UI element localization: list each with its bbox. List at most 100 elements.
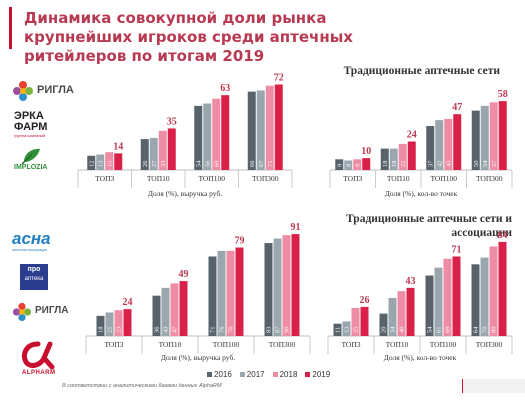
bar-ТОП3-2019 bbox=[362, 158, 371, 170]
data-label: 79 bbox=[235, 236, 245, 247]
data-label: 50 bbox=[473, 161, 480, 168]
tick-label: ТОП300 bbox=[476, 174, 503, 183]
data-label: 10 bbox=[361, 146, 371, 157]
data-label: 12 bbox=[88, 161, 95, 168]
bar-ТОП10-2017 bbox=[149, 137, 158, 170]
data-label: 47 bbox=[452, 102, 462, 113]
bar-ТОП10-2019 bbox=[406, 287, 415, 336]
bar-ТОП300-2017 bbox=[480, 257, 489, 336]
alpharm-logo: ALPHARM bbox=[12, 340, 68, 380]
section-title-bottom: Традиционные аптечные сети и ассоциации bbox=[346, 213, 512, 239]
data-label: 56 bbox=[204, 160, 211, 167]
data-label: 26 bbox=[142, 160, 149, 167]
implozia-leaf-icon bbox=[21, 148, 40, 165]
bar-ТОП3-2016 bbox=[87, 155, 96, 170]
data-label: 66 bbox=[249, 160, 256, 167]
bar-ТОП10-2018 bbox=[397, 291, 406, 336]
tick-label: ТОП10 bbox=[386, 340, 409, 349]
data-label: 8 bbox=[345, 164, 352, 167]
bar-ТОП3-2018 bbox=[114, 310, 123, 336]
bar-ТОП10-2017 bbox=[389, 148, 398, 170]
data-label: 54 bbox=[482, 160, 489, 167]
legend-label: 2018 bbox=[279, 370, 298, 379]
pro-apteka-logo: про аптека bbox=[20, 264, 48, 290]
data-label: 43 bbox=[445, 161, 452, 168]
chart-legend: 2016 2017 2018 2019 bbox=[207, 370, 330, 379]
data-label: 58 bbox=[498, 89, 508, 100]
bar-ТОП10-2018 bbox=[398, 143, 407, 170]
legend-swatch bbox=[207, 372, 212, 377]
asna-logo: асна аптечная ассоциация bbox=[12, 230, 62, 260]
data-label: 76 bbox=[219, 326, 226, 333]
bar-ТОП300-2016 bbox=[247, 91, 256, 170]
alpharm-logo-text: ALPHARM bbox=[22, 370, 56, 376]
data-label: 71 bbox=[210, 327, 217, 334]
bar-ТОП3-2017 bbox=[96, 154, 105, 170]
data-label: 40 bbox=[399, 327, 406, 334]
data-label: 33 bbox=[160, 161, 167, 168]
bar-ТОП10-2016 bbox=[140, 139, 149, 170]
x-axis-label: Доля (%), кол-во точек bbox=[385, 189, 458, 198]
data-label: 83 bbox=[266, 327, 273, 334]
data-label: 27 bbox=[151, 160, 158, 167]
data-label: 43 bbox=[406, 276, 416, 287]
data-label: 25 bbox=[353, 327, 360, 334]
section-title-top: Традиционные аптечные сети bbox=[343, 65, 500, 77]
alpharm-symbol-icon bbox=[22, 341, 55, 370]
bar-ТОП300-2017 bbox=[480, 105, 489, 170]
legend-item-2019: 2019 bbox=[305, 370, 330, 379]
bar-ТОП10-2017 bbox=[161, 287, 170, 336]
data-label: 24 bbox=[407, 130, 417, 141]
data-label: 23 bbox=[116, 327, 123, 334]
implozia-logo: IMPLOZIA bbox=[12, 146, 62, 174]
data-label: 69 bbox=[445, 327, 452, 334]
data-label: 54 bbox=[195, 160, 202, 167]
bar-ТОП100-2019 bbox=[235, 247, 244, 336]
pro-apteka-logo-line2: аптека bbox=[24, 276, 44, 282]
tick-label: ТОП10 bbox=[159, 340, 182, 349]
bar-ТОП10-2019 bbox=[407, 141, 416, 170]
data-label: 43 bbox=[163, 327, 170, 334]
tick-label: ТОП300 bbox=[269, 340, 296, 349]
bar-ТОП100-2019 bbox=[221, 95, 230, 170]
rigla-flower-icon bbox=[12, 302, 32, 322]
bar-ТОП100-2017 bbox=[434, 267, 443, 336]
data-label: 36 bbox=[154, 326, 161, 333]
bar-ТОП100-2018 bbox=[226, 250, 235, 336]
data-label: 64 bbox=[473, 326, 480, 333]
asna-logo-text: асна bbox=[12, 229, 51, 248]
bar-ТОП3-2016 bbox=[96, 315, 105, 336]
data-label: 67 bbox=[258, 160, 265, 167]
implozia-logo-text: IMPLOZIA bbox=[14, 164, 48, 171]
bar-ТОП300-2017 bbox=[273, 238, 282, 336]
bar-ТОП10-2018 bbox=[158, 130, 167, 170]
rigla-logo: РИГЛА bbox=[12, 78, 74, 106]
legend-label: 2016 bbox=[214, 370, 232, 379]
tick-label: ТОП3 bbox=[104, 340, 123, 349]
bar-ТОП100-2019 bbox=[452, 256, 461, 336]
legend-item-2017: 2017 bbox=[239, 370, 265, 379]
tick-label: ТОП100 bbox=[430, 174, 457, 183]
tick-label: ТОП10 bbox=[387, 174, 410, 183]
bar-ТОП100-2017 bbox=[203, 103, 212, 170]
footnote: В соответствии с аналитическими базами д… bbox=[62, 383, 222, 389]
x-axis-label: Доля (%), выручка руб. bbox=[161, 353, 235, 362]
bar-ТОП100-2016 bbox=[426, 126, 435, 170]
bar-ТОП300-2016 bbox=[471, 264, 480, 336]
bar-ТОП100-2018 bbox=[443, 258, 452, 336]
data-label: 18 bbox=[391, 161, 398, 168]
bar-ТОП300-2016 bbox=[471, 110, 480, 170]
bar-ТОП3-2019 bbox=[114, 153, 123, 170]
bar-ТОП3-2018 bbox=[105, 152, 114, 170]
data-label: 35 bbox=[167, 116, 177, 127]
erkafarm-logo-sub: группа компаний bbox=[14, 133, 46, 138]
bar-ТОП10-2019 bbox=[167, 128, 176, 170]
bar-ТОП3-2017 bbox=[105, 312, 114, 336]
pro-apteka-logo-line1: про bbox=[27, 266, 41, 273]
bar-ТОП300-2018 bbox=[489, 102, 498, 170]
rigla-flower-icon bbox=[13, 81, 33, 101]
data-label: 60 bbox=[213, 161, 220, 168]
data-label: 76 bbox=[228, 326, 235, 333]
data-label: 42 bbox=[436, 161, 443, 168]
legend-swatch bbox=[239, 372, 245, 377]
